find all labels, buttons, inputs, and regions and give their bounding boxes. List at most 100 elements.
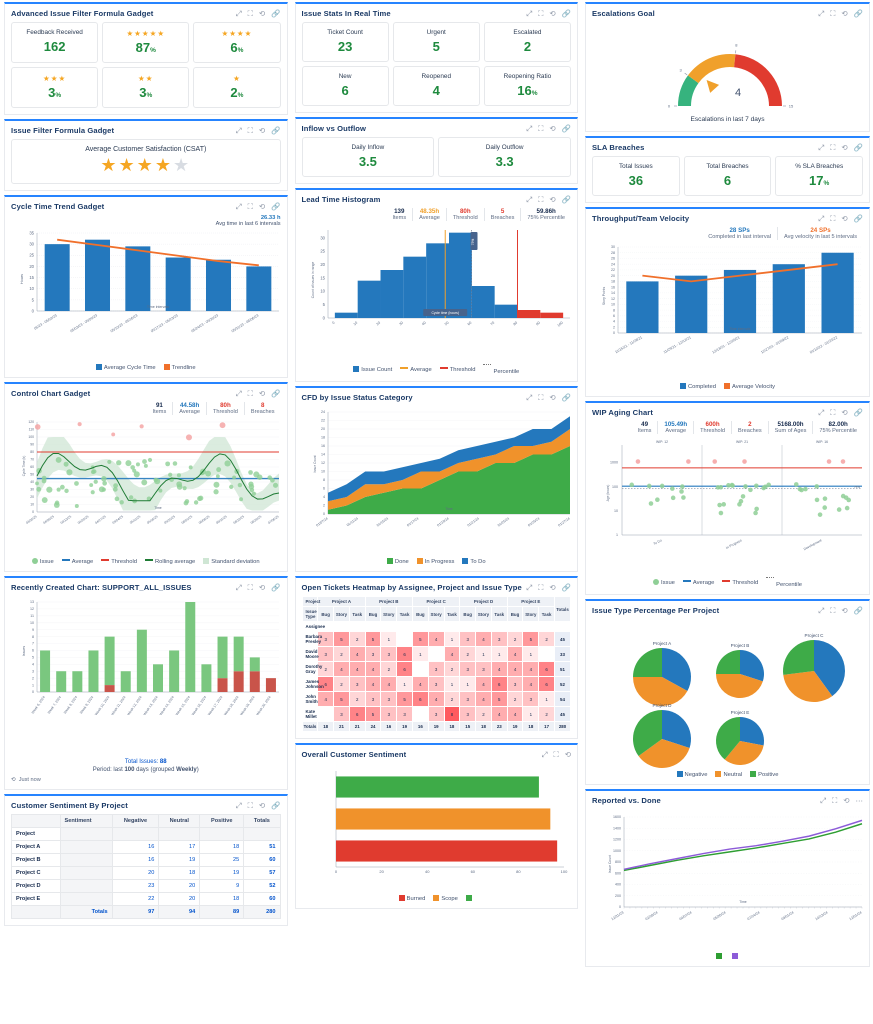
expand-icon[interactable]: ⤢	[526, 8, 533, 18]
gadget-title: Open Tickets Heatmap by Assignee, Projec…	[301, 583, 522, 592]
link-icon[interactable]: 🔗	[271, 388, 281, 398]
expand-icon[interactable]: ⤢	[526, 392, 533, 402]
fullscreen-icon[interactable]: ⛶	[830, 407, 836, 417]
gadget-actions[interactable]: ⤢ ⛶ ⟲ 🔗	[236, 584, 281, 592]
refresh-icon[interactable]: ⟲	[841, 407, 848, 417]
fullscreen-icon[interactable]: ⛶	[538, 194, 544, 204]
refresh-icon[interactable]: ⟲	[258, 125, 266, 135]
refresh-icon[interactable]: ⟲	[843, 795, 850, 805]
link-icon[interactable]: 🔗	[271, 201, 281, 211]
expand-icon[interactable]: ⤢	[818, 605, 825, 615]
expand-icon[interactable]: ⤢	[235, 582, 242, 592]
refresh-icon[interactable]: ⟲	[841, 142, 848, 152]
expand-icon[interactable]: ⤢	[526, 194, 533, 204]
link-icon[interactable]: 🔗	[561, 194, 571, 204]
gadget-actions[interactable]: ⤢ ⛶ ⟲ 🔗	[526, 196, 571, 204]
fullscreen-icon[interactable]: ⛶	[538, 392, 544, 402]
svg-text:110: 110	[29, 428, 35, 432]
expand-icon[interactable]: ⤢	[526, 582, 533, 592]
refresh-icon[interactable]: ⟲	[258, 201, 266, 211]
gadget-actions[interactable]: ⤢ ⛶ ⟲ 🔗	[236, 127, 281, 135]
reported-vs-done-chart: 0 200 400 600 800 1000 1200 1400 1600 Issue Count…	[608, 815, 863, 921]
link-icon[interactable]: 🔗	[561, 392, 571, 402]
fullscreen-icon[interactable]: ⛶	[247, 8, 253, 18]
refresh-icon[interactable]: ⟲	[258, 388, 266, 398]
type-header: Story	[522, 606, 540, 622]
gadget-actions[interactable]: ⤢ ⛶ ⟲ 🔗	[818, 215, 863, 223]
fullscreen-icon[interactable]: ⛶	[247, 800, 253, 810]
refresh-icon[interactable]: ⟲	[564, 749, 571, 759]
gadget-actions[interactable]: ⤢ ⛶ ⟲ 🔗	[236, 10, 281, 18]
more-icon[interactable]: ⋯	[855, 795, 864, 805]
expand-icon[interactable]: ⤢	[818, 213, 825, 223]
fullscreen-icon[interactable]: ⛶	[538, 123, 544, 133]
link-icon[interactable]: 🔗	[271, 582, 281, 592]
expand-icon[interactable]: ⤢	[819, 795, 826, 805]
gadget-actions[interactable]: ⤢ ⛶ ⟲ 🔗	[818, 144, 863, 152]
link-icon[interactable]: 🔗	[561, 123, 571, 133]
fullscreen-icon[interactable]: ⛶	[538, 582, 544, 592]
gadget-actions[interactable]: ⤢ ⛶ ⟲ 🔗	[236, 802, 281, 810]
link-icon[interactable]: 🔗	[853, 605, 863, 615]
expand-icon[interactable]: ⤢	[818, 8, 825, 18]
fullscreen-icon[interactable]: ⛶	[830, 142, 836, 152]
refresh-icon[interactable]: ⟲	[258, 582, 266, 592]
fullscreen-icon[interactable]: ⛶	[830, 605, 836, 615]
gadget-actions[interactable]: ⤢ ⛶ ⟲ 🔗	[526, 584, 571, 592]
link-icon[interactable]: 🔗	[853, 213, 863, 223]
link-icon[interactable]: 🔗	[853, 142, 863, 152]
gadget-actions[interactable]: ⤢ ⛶ ⟲ 🔗	[526, 10, 571, 18]
svg-text:01/21/24: 01/21/24	[466, 516, 479, 527]
link-icon[interactable]: 🔗	[853, 8, 863, 18]
link-icon[interactable]: 🔗	[271, 125, 281, 135]
expand-icon[interactable]: ⤢	[235, 125, 242, 135]
dashboard-column-3: Escalations Goal ⤢ ⛶ ⟲ 🔗 0 3 8 15 4 Escalati…	[581, 0, 873, 971]
expand-icon[interactable]: ⤢	[526, 123, 533, 133]
gadget-actions[interactable]: ⤢ ⛶ ⟲ 🔗	[236, 203, 281, 211]
expand-icon[interactable]: ⤢	[235, 8, 242, 18]
link-icon[interactable]: 🔗	[853, 407, 863, 417]
fullscreen-icon[interactable]: ⛶	[247, 201, 253, 211]
gadget-actions[interactable]: ⤢ ⛶ ⟲ 🔗	[236, 390, 281, 398]
gadget-actions[interactable]: ⤢ ⛶ ⟲ 🔗	[818, 409, 863, 417]
fullscreen-icon[interactable]: ⛶	[538, 8, 544, 18]
refresh-icon[interactable]: ⟲	[549, 8, 556, 18]
expand-icon[interactable]: ⤢	[235, 388, 242, 398]
fullscreen-icon[interactable]: ⛶	[830, 8, 836, 18]
gadget-actions[interactable]: ⤢ ⛶ ⟲ 🔗	[526, 394, 571, 402]
link-icon[interactable]: 🔗	[271, 8, 281, 18]
expand-icon[interactable]: ⤢	[818, 407, 825, 417]
heat-cell: 6	[396, 661, 413, 677]
heat-cell: 4	[348, 661, 366, 677]
refresh-icon[interactable]: ⟲	[258, 8, 266, 18]
fullscreen-icon[interactable]: ⛶	[247, 388, 253, 398]
link-icon[interactable]: 🔗	[561, 582, 571, 592]
expand-icon[interactable]: ⤢	[235, 800, 242, 810]
gadget-actions[interactable]: ⤢ ⛶ ⟲	[541, 751, 571, 759]
refresh-icon[interactable]: ⟲	[549, 123, 556, 133]
gadget-actions[interactable]: ⤢ ⛶ ⟲ 🔗	[526, 125, 571, 133]
refresh-icon[interactable]: ⟲	[258, 800, 266, 810]
stat-value: 3.3	[495, 154, 514, 169]
refresh-icon[interactable]: ⟲	[549, 392, 556, 402]
refresh-icon[interactable]: ⟲	[549, 194, 556, 204]
refresh-icon[interactable]: ⟲	[549, 582, 556, 592]
refresh-icon[interactable]: ⟲	[841, 213, 848, 223]
heat-cell: 4	[427, 631, 445, 647]
fullscreen-icon[interactable]: ⛶	[830, 213, 836, 223]
fullscreen-icon[interactable]: ⛶	[831, 795, 838, 805]
fullscreen-icon[interactable]: ⛶	[247, 125, 253, 135]
expand-icon[interactable]: ⤢	[235, 201, 242, 211]
stat-label: New	[338, 73, 352, 80]
expand-icon[interactable]: ⤢	[541, 749, 548, 759]
expand-icon[interactable]: ⤢	[818, 142, 825, 152]
refresh-icon[interactable]: ⟲	[841, 605, 848, 615]
fullscreen-icon[interactable]: ⛶	[247, 582, 253, 592]
gadget-actions[interactable]: ⤢ ⛶ ⟲ 🔗	[818, 10, 863, 18]
fullscreen-icon[interactable]: ⛶	[553, 749, 559, 759]
gadget-actions[interactable]: ⤢ ⛶ ⟲ ⋯	[820, 797, 863, 805]
gadget-actions[interactable]: ⤢ ⛶ ⟲ 🔗	[818, 607, 863, 615]
link-icon[interactable]: 🔗	[271, 800, 281, 810]
refresh-icon[interactable]: ⟲	[841, 8, 848, 18]
link-icon[interactable]: 🔗	[561, 8, 571, 18]
